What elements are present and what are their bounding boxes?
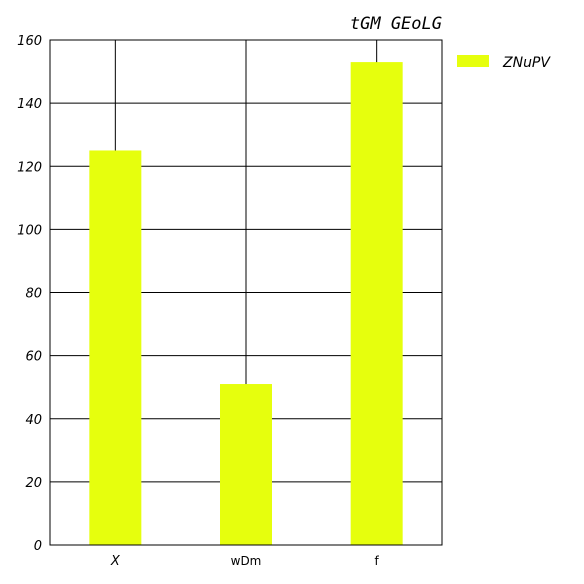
y-tick-label: 100: [17, 223, 42, 238]
bars-layer: [89, 62, 403, 545]
y-tick-label: 40: [25, 413, 42, 428]
y-tick-label: 80: [25, 287, 42, 302]
bar-X: [89, 150, 142, 545]
y-tick-label: 120: [17, 160, 42, 175]
y-tick-label: 0: [34, 539, 42, 554]
plot-frame: [49, 39, 443, 546]
legend-label: ZNuPV: [502, 55, 551, 71]
x-tick-label: f: [375, 554, 380, 568]
x-tick-label: X: [110, 554, 121, 569]
y-tick-label: 140: [17, 97, 42, 112]
bar-wDm: [220, 384, 272, 545]
legend-swatch: [457, 55, 489, 67]
y-tick-label: 160: [17, 34, 42, 49]
x-tick-label: wDm: [231, 554, 262, 568]
bar-f: [350, 62, 403, 545]
y-tick-label: 60: [25, 350, 42, 365]
y-tick-label: 20: [25, 476, 42, 491]
legend: ZNuPV: [457, 55, 551, 71]
y-tick-labels: 0 20 40 60 80 100 120 140 160: [17, 34, 42, 554]
chart-title: tGM GEoLG: [350, 14, 442, 34]
